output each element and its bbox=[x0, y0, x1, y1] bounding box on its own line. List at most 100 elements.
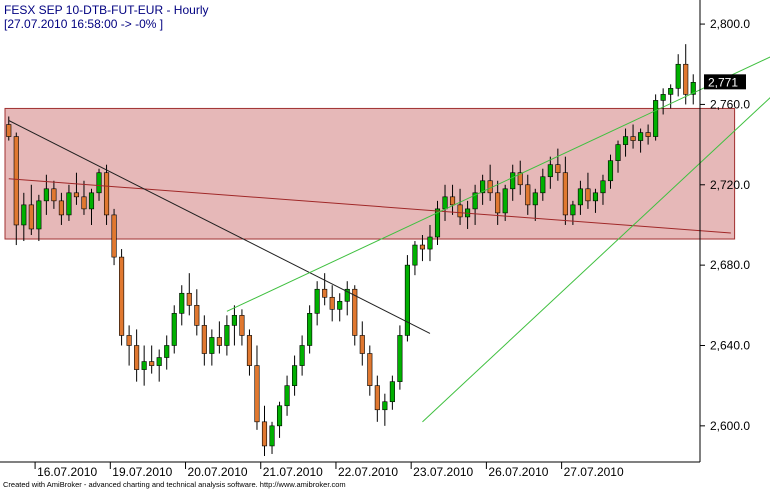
candle-body bbox=[607, 160, 614, 182]
candle-body bbox=[201, 325, 207, 354]
candle-body bbox=[472, 192, 478, 210]
candle-body bbox=[239, 315, 245, 336]
chart-footer-credit: Created with AmiBroker - advanced charti… bbox=[3, 480, 346, 489]
candle bbox=[36, 194, 42, 242]
candle-body bbox=[322, 288, 328, 298]
candle-body bbox=[517, 172, 523, 186]
candle-body bbox=[645, 132, 651, 137]
candle bbox=[480, 174, 486, 205]
candle bbox=[171, 305, 177, 354]
candle bbox=[51, 180, 57, 209]
candle-body bbox=[276, 405, 283, 427]
chart-title: FESX SEP 10-DTB-FUT-EUR - Hourly bbox=[4, 3, 208, 17]
candle bbox=[58, 192, 64, 225]
candle-body bbox=[502, 188, 508, 214]
candle-body bbox=[389, 381, 395, 403]
candle bbox=[668, 84, 674, 109]
candle-body bbox=[66, 192, 72, 216]
candle bbox=[299, 335, 305, 376]
candle bbox=[592, 188, 599, 213]
candle-body bbox=[592, 192, 599, 202]
candle-body bbox=[216, 337, 222, 346]
x-tick-label: 21.07.2010 bbox=[263, 465, 323, 479]
candle bbox=[675, 54, 681, 97]
x-tick-label: 23.07.2010 bbox=[413, 465, 473, 479]
candle bbox=[472, 184, 478, 225]
candle bbox=[615, 140, 621, 173]
y-tick-label: 2,640.0 bbox=[710, 338, 750, 352]
candle-body bbox=[419, 244, 426, 250]
candle bbox=[254, 345, 260, 430]
candle-body bbox=[683, 63, 689, 95]
candle bbox=[645, 124, 651, 145]
candle-body bbox=[660, 94, 666, 101]
x-tick-label: 22.07.2010 bbox=[338, 465, 398, 479]
candle-body bbox=[314, 288, 320, 314]
candle bbox=[269, 421, 275, 454]
candle bbox=[292, 355, 298, 396]
candle bbox=[103, 164, 110, 225]
candle bbox=[367, 345, 373, 396]
candle-body bbox=[653, 100, 659, 137]
candle bbox=[322, 273, 328, 306]
candle bbox=[622, 128, 629, 157]
candles-layer bbox=[6, 44, 696, 456]
x-tick-label: 27.07.2010 bbox=[564, 465, 624, 479]
candle bbox=[660, 88, 666, 115]
candle-body bbox=[246, 335, 253, 366]
candle-body bbox=[186, 292, 192, 306]
candle-body bbox=[510, 172, 516, 190]
candle-body bbox=[254, 365, 260, 423]
candle-body bbox=[88, 192, 95, 210]
candle-body bbox=[397, 335, 403, 382]
candle bbox=[246, 329, 253, 376]
candle bbox=[307, 305, 313, 354]
candle-body bbox=[6, 124, 12, 137]
candle-body bbox=[58, 200, 64, 216]
candle-body bbox=[261, 421, 268, 447]
candle bbox=[555, 148, 561, 181]
y-tick-label: 2,800.0 bbox=[710, 17, 750, 31]
candle-body bbox=[622, 136, 629, 145]
candle-body bbox=[284, 385, 290, 407]
candle bbox=[13, 132, 19, 246]
candle bbox=[540, 168, 546, 201]
candle-body bbox=[194, 305, 200, 326]
last-price-badge: 2,771 bbox=[704, 74, 746, 90]
candle-body bbox=[457, 204, 463, 218]
candle bbox=[359, 321, 365, 366]
x-tick-label: 19.07.2010 bbox=[112, 465, 172, 479]
candle bbox=[261, 405, 268, 456]
candle bbox=[209, 329, 215, 366]
candle bbox=[457, 188, 463, 225]
candle bbox=[88, 188, 95, 225]
candle-body bbox=[43, 188, 49, 202]
trendlines-layer bbox=[8, 56, 770, 423]
candle bbox=[389, 375, 395, 410]
candle-body bbox=[141, 361, 147, 370]
candle-body bbox=[119, 256, 125, 336]
candle bbox=[224, 315, 230, 356]
candle-body bbox=[427, 236, 433, 250]
y-tick-label: 2,680.0 bbox=[710, 258, 750, 272]
candle-body bbox=[562, 172, 568, 216]
candle-body bbox=[495, 192, 501, 214]
candle-body bbox=[224, 325, 230, 346]
candle bbox=[156, 349, 162, 382]
candle-body bbox=[690, 82, 696, 95]
y-tick-label: 2,720.0 bbox=[710, 178, 750, 192]
candle-body bbox=[585, 188, 591, 202]
trendline-green bbox=[226, 56, 770, 312]
candle-body bbox=[292, 365, 298, 386]
candle bbox=[419, 235, 426, 262]
chart-subtitle: [27.07.2010 16:58:00 -> -0% ] bbox=[4, 17, 163, 31]
candle-body bbox=[156, 357, 162, 366]
candle bbox=[111, 208, 117, 266]
candle-body bbox=[164, 345, 170, 358]
candle bbox=[577, 180, 583, 215]
candle bbox=[427, 224, 433, 262]
candle bbox=[186, 273, 192, 316]
candle-body bbox=[638, 132, 644, 141]
